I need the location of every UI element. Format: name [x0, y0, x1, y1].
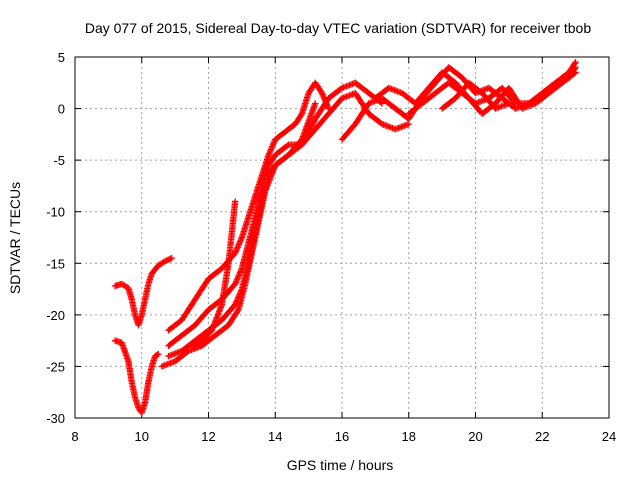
- data-point: [232, 249, 239, 257]
- y-tick-label: -10: [46, 205, 65, 220]
- data-point: [269, 143, 276, 150]
- data-point: [237, 237, 244, 244]
- x-axis-label: GPS time / hours: [287, 457, 394, 473]
- data-point: [233, 276, 241, 283]
- data-point: [312, 100, 319, 107]
- data-point: [269, 141, 277, 149]
- data-point: [265, 150, 273, 157]
- x-tick-label: 22: [535, 429, 549, 444]
- y-tick-label: -5: [53, 153, 65, 168]
- data-point: [168, 254, 175, 262]
- plot-frame: [74, 56, 610, 419]
- data-point: [235, 242, 242, 250]
- y-tick-label: -20: [46, 308, 65, 323]
- data-point: [234, 275, 241, 282]
- data-point: [235, 241, 243, 248]
- data-point: [233, 277, 240, 285]
- data-point: [236, 238, 244, 245]
- data-point: [235, 272, 243, 279]
- data-point: [268, 144, 275, 152]
- data-point: [267, 146, 275, 153]
- series-tracks-late-c: [405, 64, 579, 117]
- data-point: [505, 100, 513, 107]
- x-tick-label: 14: [268, 429, 282, 444]
- data-point: [265, 151, 272, 159]
- data-point: [167, 255, 174, 262]
- y-tick-label: 0: [58, 102, 65, 117]
- series-tracks-rise-d: [158, 100, 319, 370]
- data-point: [266, 148, 273, 156]
- data-point: [234, 307, 241, 315]
- data-point: [270, 140, 277, 147]
- x-tick-label: 12: [201, 429, 215, 444]
- grid: [75, 57, 609, 418]
- data-point: [232, 279, 240, 286]
- data-point: [319, 92, 327, 100]
- data-point: [319, 91, 326, 98]
- x-tick-label: 10: [135, 429, 149, 444]
- data-point: [154, 351, 161, 358]
- chart-title: Day 077 of 2015, Sidereal Day-to-day VTE…: [85, 20, 592, 36]
- data-point: [571, 65, 578, 72]
- data-point: [238, 266, 245, 274]
- data-point: [233, 246, 240, 254]
- data-point: [232, 198, 239, 205]
- y-axis-label: SDTVAR / TECUs: [7, 182, 23, 294]
- x-tick-label: 8: [71, 429, 78, 444]
- series-tracks-early-mid: [111, 337, 162, 417]
- data-point: [232, 301, 239, 308]
- x-tick-label: 24: [602, 429, 616, 444]
- data-point: [237, 268, 244, 275]
- data-point: [270, 139, 278, 146]
- data-point: [233, 245, 241, 252]
- data-points: [111, 58, 579, 417]
- data-point: [234, 244, 241, 251]
- data-point: [235, 273, 242, 281]
- x-tick-label: 18: [402, 429, 416, 444]
- data-point: [236, 269, 244, 276]
- data-point: [267, 147, 274, 154]
- x-tick-label: 20: [468, 429, 482, 444]
- data-point: [572, 64, 579, 71]
- series-tracks-late-d: [438, 79, 513, 112]
- data-point: [232, 280, 239, 288]
- data-point: [232, 248, 240, 255]
- data-point: [318, 89, 326, 97]
- y-tick-label: -30: [46, 411, 65, 426]
- data-point: [236, 270, 243, 278]
- series-tracks-early-left: [111, 254, 175, 329]
- y-tick-label: -25: [46, 359, 65, 374]
- y-tick-label: 5: [58, 50, 65, 65]
- data-point: [297, 111, 305, 119]
- data-point: [320, 94, 327, 101]
- x-tick-label: 16: [335, 429, 349, 444]
- series-tracks-rise-e: [188, 198, 239, 349]
- y-tick-label: -15: [46, 256, 65, 271]
- data-point: [236, 239, 243, 247]
- data-point: [155, 350, 162, 358]
- data-point: [238, 235, 245, 243]
